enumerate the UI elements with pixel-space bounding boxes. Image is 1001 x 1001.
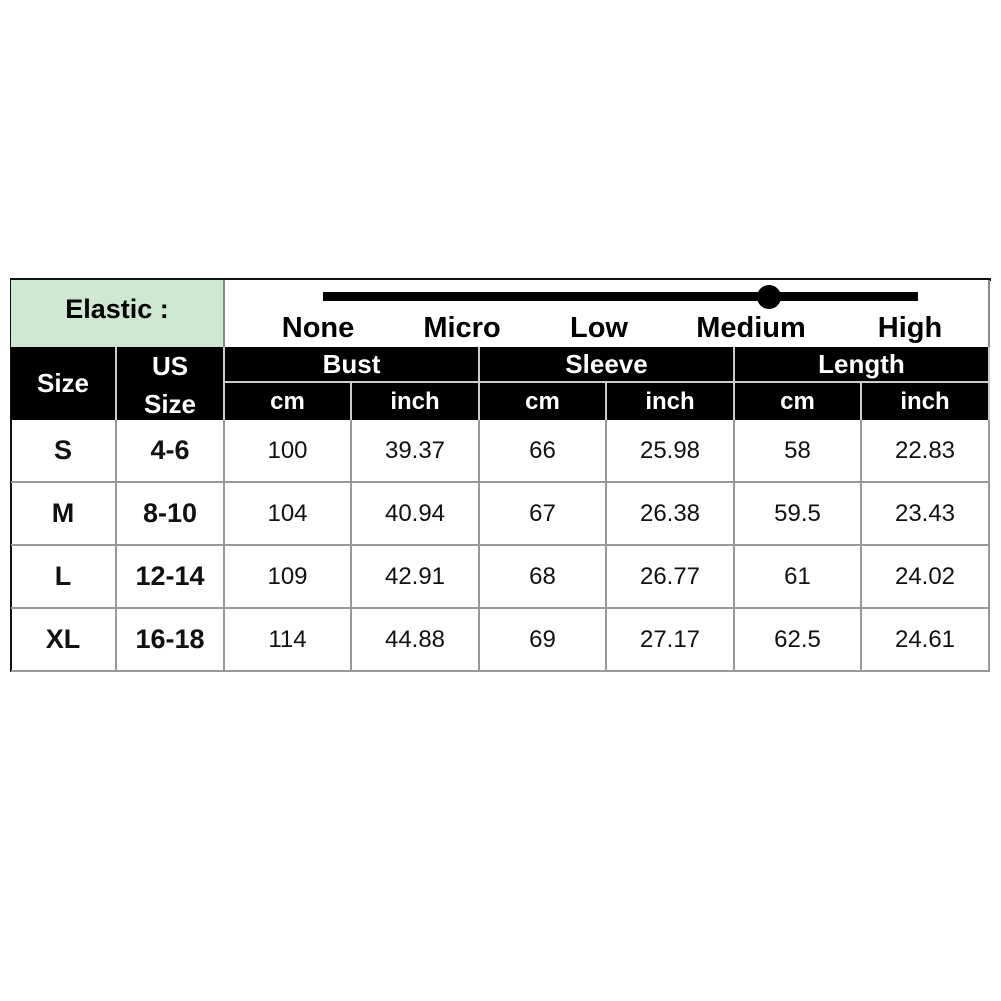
us-size-cell: 4-6 [117,420,225,483]
measurement-cell: 26.38 [607,483,735,546]
measurement-cell: 27.17 [607,609,735,672]
size-cell: XL [11,609,117,672]
measurement-cell: 109 [225,546,352,609]
header-us-size: US Size [117,347,225,420]
measurement-cell: 114 [225,609,352,672]
measurement-cell: 22.83 [862,420,990,483]
measurement-cell: 40.94 [352,483,480,546]
header-unit-label: cm [780,387,815,415]
header-us-size-label: Size [143,388,197,419]
header-sleeve: Sleeve [480,347,735,383]
header-unit-label: cm [270,387,305,415]
elastic-level-micro: Micro [423,312,501,344]
header-group-label: Sleeve [565,348,648,379]
size-cell: L [11,546,117,609]
header-unit-label: inch [645,387,695,415]
size-chart-frame [10,278,991,672]
measurement-cell: 100 [225,420,352,483]
measurement-cell: 66 [480,420,607,483]
measurement-cell: 44.88 [352,609,480,672]
elastic-slider-track [323,292,918,301]
elastic-level-none: None [281,312,355,344]
measurement-cell: 67 [480,483,607,546]
measurement-cell: 23.43 [862,483,990,546]
header-group-label: Length [818,348,905,379]
measurement-cell: 42.91 [352,546,480,609]
measurement-cell: 61 [735,546,862,609]
header-unit: inch [607,383,735,420]
elastic-label: Elastic : [11,280,225,347]
header-unit: inch [352,383,480,420]
size-cell: S [11,420,117,483]
measurement-cell: 24.02 [862,546,990,609]
header-group-label: Bust [322,348,381,379]
measurement-cell: 104 [225,483,352,546]
header-unit: cm [225,383,352,420]
measurement-cell: 68 [480,546,607,609]
us-size-cell: 12-14 [117,546,225,609]
header-size: Size [11,347,117,420]
measurement-cell: 39.37 [352,420,480,483]
measurement-cell: 25.98 [607,420,735,483]
elastic-slider-marker [757,285,782,309]
measurement-cell: 59.5 [735,483,862,546]
us-size-cell: 8-10 [117,483,225,546]
us-size-cell: 16-18 [117,609,225,672]
size-cell: M [11,483,117,546]
elastic-level-medium: Medium [696,312,806,344]
elastic-scale [225,280,990,347]
header-size-label: Size [36,368,90,398]
elastic-level-high: High [877,312,943,344]
measurement-cell: 24.61 [862,609,990,672]
header-unit: cm [480,383,607,420]
header-unit: inch [862,383,990,420]
header-unit-label: inch [900,387,950,415]
header-length: Length [735,347,990,383]
header-unit-label: inch [390,387,440,415]
header-bust: Bust [225,347,480,383]
measurement-cell: 26.77 [607,546,735,609]
elastic-level-low: Low [570,312,628,344]
header-unit: cm [735,383,862,420]
measurement-cell: 58 [735,420,862,483]
measurement-cell: 69 [480,609,607,672]
measurement-cell: 62.5 [735,609,862,672]
header-unit-label: cm [525,387,560,415]
header-us-label: US [151,350,189,381]
